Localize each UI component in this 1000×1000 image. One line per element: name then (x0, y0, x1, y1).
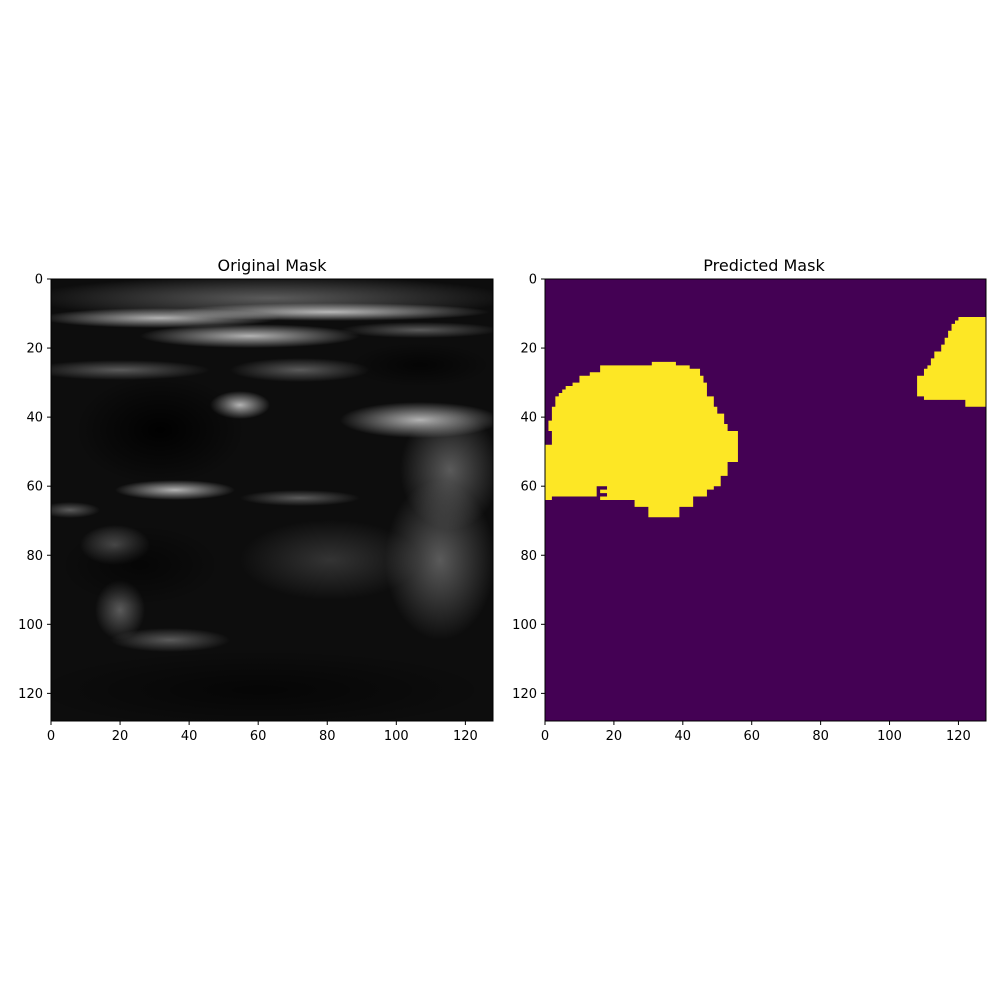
original-x-tick-label: 60 (250, 729, 267, 744)
predicted-mask-panel: Predicted Mask 0 20 40 60 80 100 120 0 20 40 60 80 1… (512, 256, 987, 744)
original-y-tick-label: 80 (26, 549, 43, 564)
original-y-tick-label: 120 (18, 687, 43, 702)
original-mask-frame (50, 278, 494, 722)
original-x-tick-label: 120 (453, 729, 478, 744)
predicted-y-tick-label: 20 (520, 342, 537, 357)
predicted-mask-frame (544, 278, 987, 722)
original-x-tick-label: 0 (47, 729, 55, 744)
predicted-mask-title: Predicted Mask (703, 256, 825, 275)
predicted-x-tick-label: 120 (946, 729, 971, 744)
mask-hole (596, 486, 608, 497)
original-y-tick-label: 40 (26, 411, 43, 426)
original-y-tick-label: 60 (26, 480, 43, 495)
predicted-y-tick-label: 100 (512, 618, 537, 633)
original-mask-title: Original Mask (218, 256, 328, 275)
mask-region (545, 361, 738, 518)
ultrasound-image (51, 279, 493, 721)
original-y-tick-label: 0 (35, 273, 43, 288)
predicted-x-tick-label: 40 (675, 729, 692, 744)
original-x-tick-label: 80 (319, 729, 336, 744)
original-x-tick-label: 100 (384, 729, 409, 744)
predicted-y-tick-label: 40 (520, 411, 537, 426)
predicted-x-tick-label: 20 (606, 729, 623, 744)
original-x-tick-label: 40 (181, 729, 198, 744)
predicted-y-tick-label: 0 (529, 273, 537, 288)
predicted-y-tick-label: 60 (520, 480, 537, 495)
predicted-x-tick-label: 60 (743, 729, 760, 744)
predicted-x-tick-label: 0 (541, 729, 549, 744)
original-y-tick-label: 20 (26, 342, 43, 357)
original-mask-panel: Original Mask (18, 256, 494, 744)
predicted-x-tick-label: 80 (812, 729, 829, 744)
predicted-x-tick-label: 100 (877, 729, 902, 744)
mask-region (917, 316, 986, 407)
predicted-y-tick-label: 120 (512, 687, 537, 702)
predicted-y-tick-label: 80 (520, 549, 537, 564)
original-x-tick-label: 20 (112, 729, 129, 744)
original-y-tick-label: 100 (18, 618, 43, 633)
